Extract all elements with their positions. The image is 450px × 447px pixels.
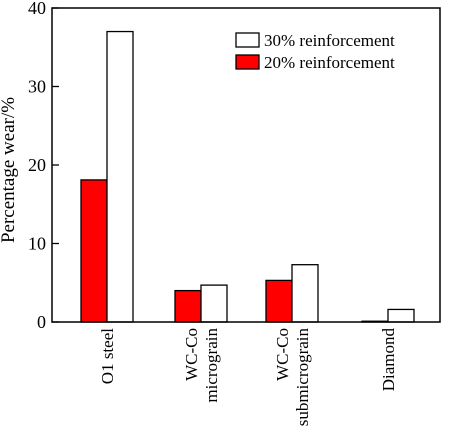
legend: 30% reinforcement 20% reinforcement [235,31,395,72]
category-label-line: Diamond [379,328,398,392]
bar-series-30-0 [106,30,134,323]
category-label: Diamond [379,328,398,392]
legend-label: 20% reinforcement [264,53,395,72]
y-tick-label: 0 [37,312,46,332]
bar-series-30-3 [387,308,415,323]
y-axis-title: Percentage wear/% [0,97,19,243]
category-label: WC-Co micrograin [182,328,221,403]
y-tick-label: 10 [28,234,46,254]
legend-swatch [235,54,260,70]
bar-series-20-0 [80,179,108,323]
y-tick-label: 30 [28,77,46,97]
category-label: WC-Co submicrograin [273,328,312,427]
legend-swatch [235,32,260,48]
bar-series-30-1 [200,284,228,323]
category-label-line: O1 steel [98,328,117,384]
bar-series-20-2 [265,279,293,323]
y-tick-label: 40 [28,0,46,18]
category-label-line: micrograin [202,328,221,403]
bars-layer [80,30,415,323]
bar-series-20-1 [174,289,202,323]
category-label: O1 steel [98,328,117,384]
legend-label: 30% reinforcement [264,31,395,50]
y-tick-label: 20 [28,155,46,175]
category-label-line: WC-Co [182,328,201,381]
x-axis: O1 steel WC-Co micrograin WC-Co submicrograi… [98,328,398,427]
category-label-line: WC-Co [273,328,292,381]
y-axis: 0 10 20 30 40 [28,0,59,332]
category-label-line: submicrograin [293,328,312,427]
bar-series-30-2 [291,264,319,323]
